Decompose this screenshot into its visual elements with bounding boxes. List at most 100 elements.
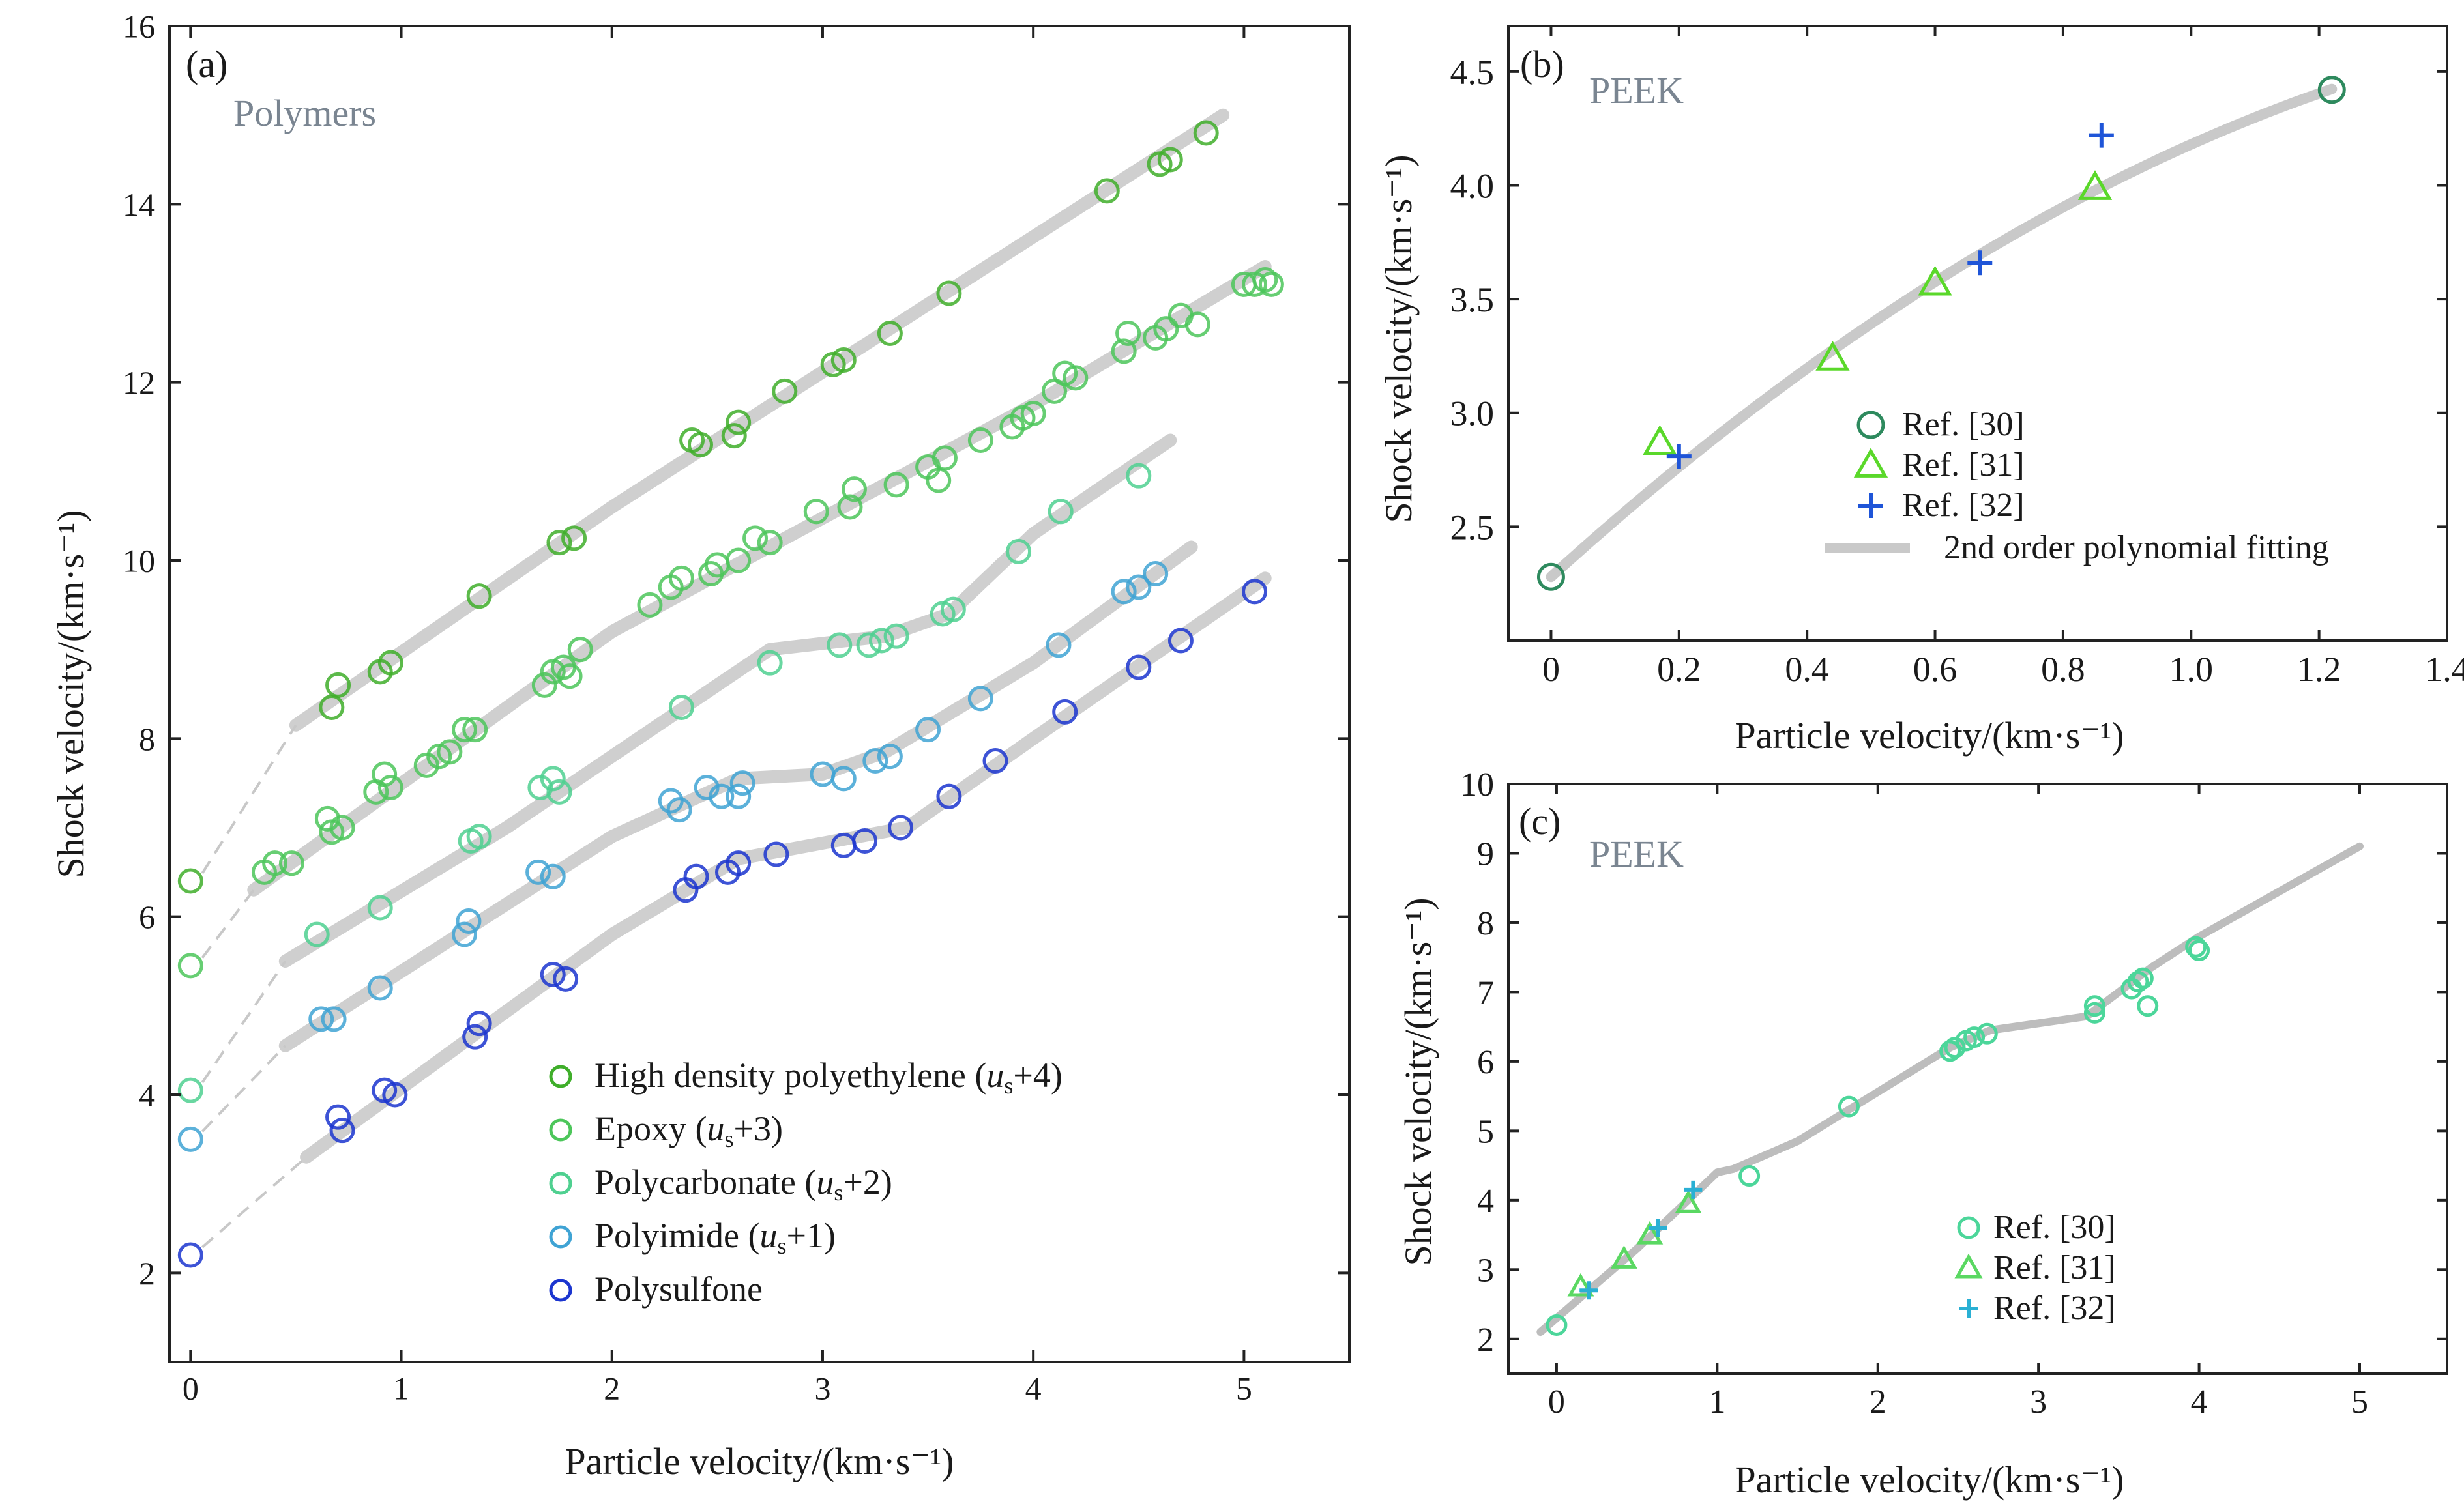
data-point [1242, 579, 1268, 605]
data-point [540, 766, 566, 792]
y-tick-label: 8 [139, 721, 155, 757]
panel-b-frame [1507, 25, 2448, 642]
y-tick-label: 7 [1477, 975, 1494, 1012]
data-point [567, 637, 593, 663]
legend-entry: Ref. [31] [1902, 446, 2025, 484]
legend-entry: Ref. [32] [1902, 487, 2025, 524]
x-tick-label: 3 [2030, 1383, 2047, 1421]
data-point [540, 863, 566, 889]
data-point [830, 766, 857, 792]
data-point [1020, 401, 1046, 426]
data-point [1126, 654, 1152, 680]
data-point [527, 775, 553, 800]
x-tick-label: 0.4 [1785, 650, 1829, 689]
data-point [1546, 1314, 1568, 1336]
y-tick-label: 3.5 [1450, 280, 1495, 319]
x-tick-label: 0 [1548, 1383, 1565, 1421]
data-point [382, 1082, 408, 1108]
x-tick-label: 1.0 [2169, 650, 2214, 689]
panel-a-legend: High density polyethylene (us+4)Epoxy (u… [549, 1056, 1063, 1309]
data-point [553, 966, 579, 992]
data-point [466, 583, 492, 609]
data-point [668, 695, 694, 720]
legend-symbol: u [707, 1109, 724, 1148]
y-tick-label: 9 [1477, 836, 1494, 873]
data-point [709, 783, 735, 809]
x-tick-label: 3 [814, 1370, 830, 1407]
data-point [868, 628, 894, 654]
data-point [2083, 995, 2105, 1017]
panel-b-ylabel: Shock velocity/(km·s⁻¹) [1377, 154, 1420, 523]
data-point [1738, 1165, 1761, 1187]
data-point [1939, 1040, 1961, 1062]
data-point [561, 525, 587, 551]
data-point [2317, 76, 2346, 104]
data-point [982, 748, 1008, 774]
data-point [827, 632, 853, 658]
legend-entry: Epoxy (us+3) [594, 1109, 783, 1152]
data-point [1944, 1037, 1966, 1059]
data-point [1636, 1221, 1664, 1245]
data-point [321, 1006, 347, 1032]
legend-symbol: u [816, 1163, 834, 1202]
data-point [1643, 425, 1677, 456]
data-point [862, 748, 888, 774]
panel-c-ylabel: Shock velocity/(km·s⁻¹) [1397, 897, 1439, 1265]
data-point [852, 828, 878, 854]
legend-entry: Ref. [30] [1993, 1209, 2116, 1246]
y-tick-label: 2 [139, 1255, 155, 1292]
legend-marker [1959, 1299, 1978, 1318]
legend-marker [1853, 448, 1888, 478]
x-tick-label: 0 [183, 1370, 199, 1407]
data-point [763, 841, 789, 867]
legend-marker [1954, 1253, 1983, 1279]
extrapolation-dash-4 [201, 1156, 308, 1249]
data-point [877, 321, 903, 346]
data-point [1094, 178, 1120, 204]
data-point [177, 1242, 203, 1268]
data-point [1063, 365, 1089, 391]
x-tick-label: 1 [1709, 1383, 1725, 1421]
data-point [1193, 120, 1219, 146]
data-point [1649, 1219, 1667, 1237]
data-point [837, 494, 863, 520]
x-tick-label: 4 [2191, 1383, 2208, 1421]
legend-text: Polyimide ( [594, 1216, 760, 1255]
data-point [683, 863, 709, 889]
data-point [177, 953, 203, 979]
x-tick-label: 1.4 [2425, 650, 2464, 689]
x-tick-label: 2 [1870, 1383, 1886, 1421]
data-point [772, 378, 798, 404]
x-tick-label: 1.2 [2297, 650, 2341, 689]
x-tick-label: 2 [604, 1370, 620, 1407]
y-tick-label: 4.0 [1450, 166, 1495, 205]
data-point [462, 717, 488, 743]
data-point [1167, 628, 1194, 654]
data-point [1963, 1026, 1986, 1048]
y-tick-label: 6 [139, 899, 155, 935]
data-point [940, 596, 966, 622]
x-tick-label: 4 [1025, 1370, 1042, 1407]
data-point [721, 423, 747, 449]
legend-subscript: s [1004, 1073, 1013, 1099]
legend-entry: 2nd order polynomial fitting [1944, 529, 2329, 566]
fit-line-0 [289, 108, 1230, 732]
data-point [466, 1011, 492, 1037]
data-point [325, 1104, 351, 1130]
legend-text: High density polyethylene ( [594, 1056, 986, 1095]
legend-entry: Ref. [31] [1993, 1249, 2116, 1286]
data-point [2127, 970, 2149, 992]
data-point [1048, 499, 1074, 525]
legend-text-tail: +3) [733, 1109, 782, 1148]
data-point [2185, 936, 2207, 958]
data-point [462, 1024, 488, 1050]
data-point [888, 815, 914, 841]
x-tick-label: 0.2 [1657, 650, 1701, 689]
data-point [726, 783, 752, 809]
fit-line-1 [247, 260, 1272, 897]
x-tick-label: 5 [1236, 1370, 1252, 1407]
data-point [936, 280, 962, 306]
data-point [325, 672, 351, 698]
data-point [2137, 995, 2159, 1017]
data-point [367, 975, 393, 1001]
